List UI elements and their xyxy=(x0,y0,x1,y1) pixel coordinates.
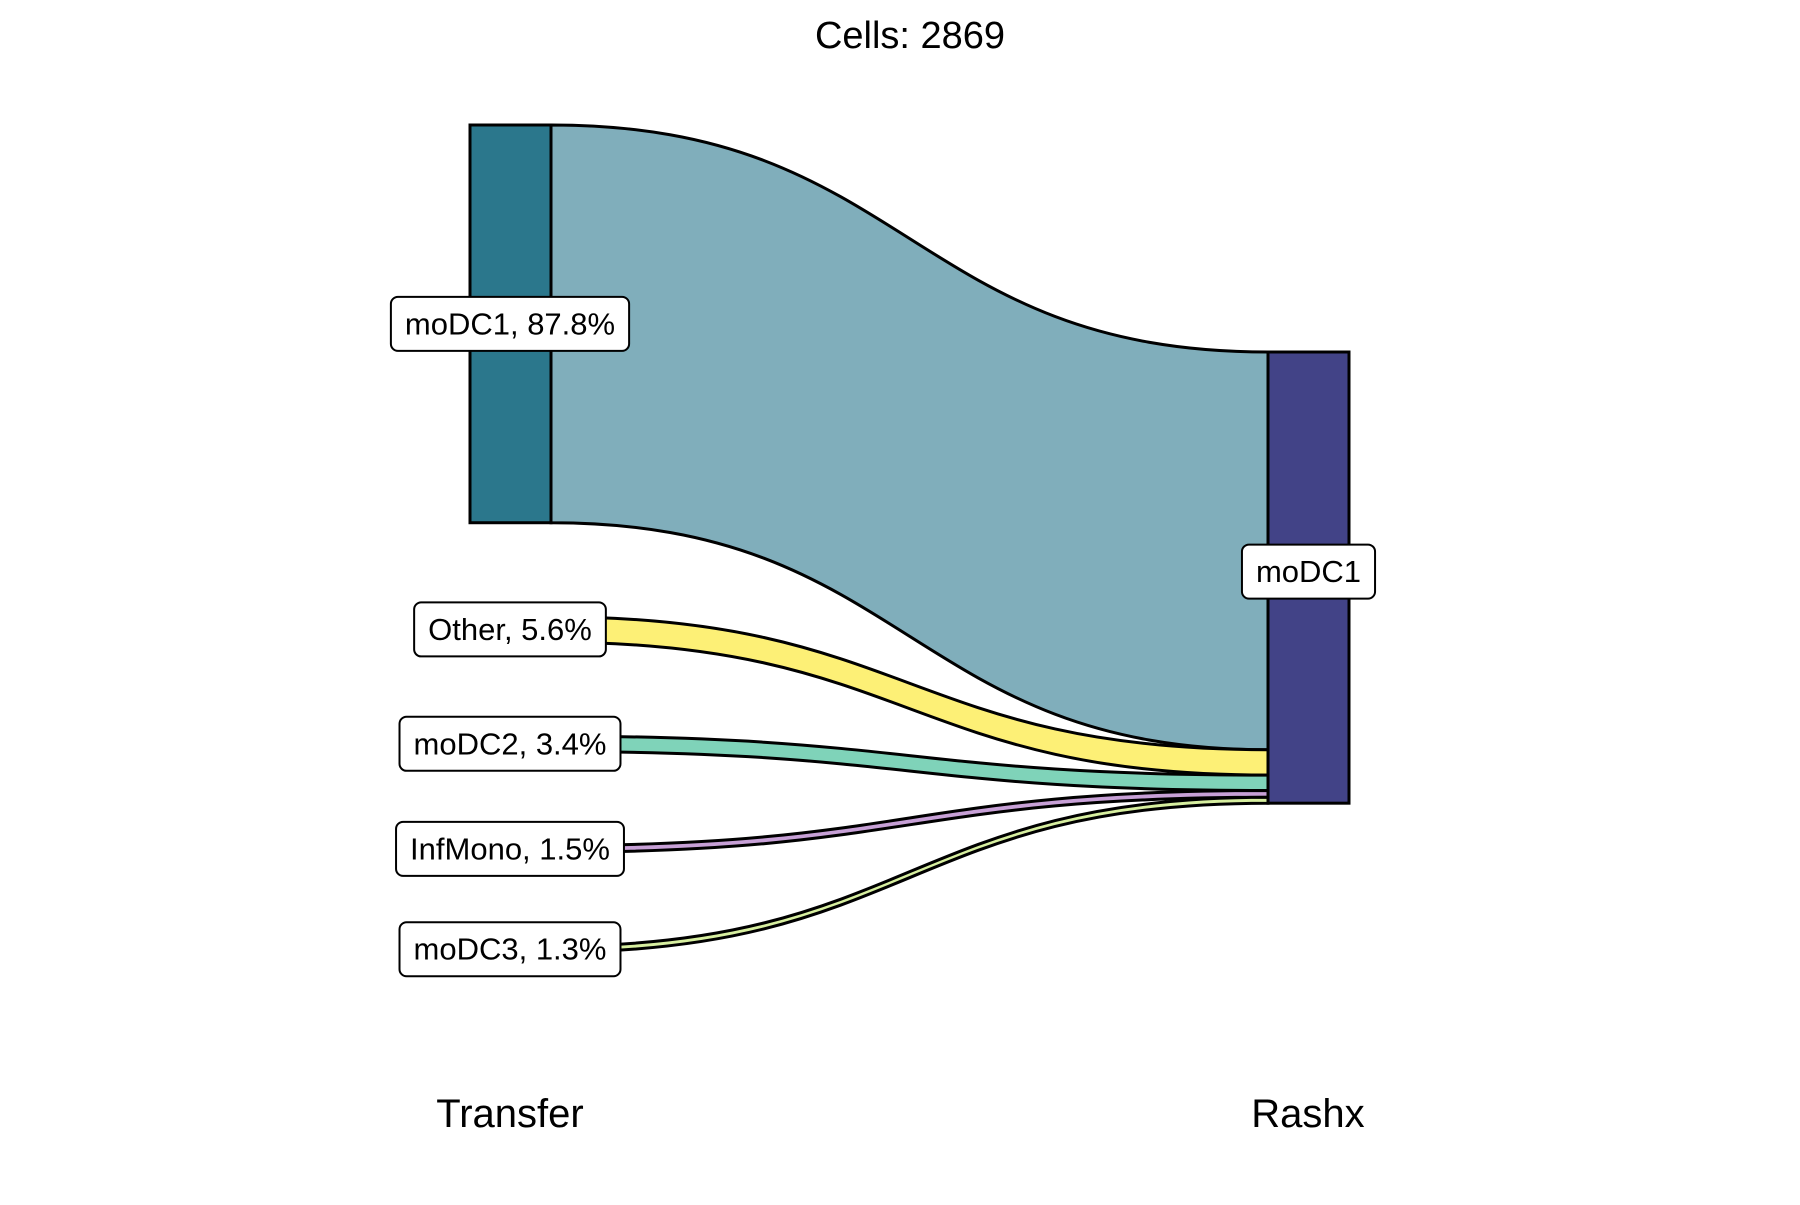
label-source-other-text: Other, 5.6% xyxy=(428,612,592,647)
label-source-modc2-box xyxy=(398,715,622,772)
label-source-modc1-box xyxy=(389,295,631,352)
label-source-modc1: moDC1, 87.8% xyxy=(389,295,631,352)
label-source-modc2-text: moDC2, 3.4% xyxy=(414,726,607,761)
flow-infmono-to-modc1 xyxy=(549,789,1270,854)
axis-label-transfer: Transfer xyxy=(436,1092,583,1136)
label-source-modc3-text: moDC3, 1.3% xyxy=(414,932,607,967)
label-source-modc1-text: moDC1, 87.8% xyxy=(405,306,615,341)
label-target-modc1-text: moDC1 xyxy=(1256,554,1361,589)
chart-title: Cells: 2869 xyxy=(815,15,1005,57)
label-source-infmono: InfMono, 1.5% xyxy=(395,820,625,877)
label-target-modc1-box xyxy=(1240,543,1377,600)
label-source-modc3-box xyxy=(398,921,622,978)
label-source-infmono-text: InfMono, 1.5% xyxy=(410,831,610,866)
label-source-modc2: moDC2, 3.4% xyxy=(398,715,622,772)
label-source-other-box xyxy=(413,601,607,658)
label-source-infmono-box xyxy=(395,820,625,877)
labels-layer: moDC1, 87.8% Other, 5.6% moDC2, 3.4% InfMon… xyxy=(389,295,1377,978)
label-source-other: Other, 5.6% xyxy=(413,601,607,658)
axis-label-rashx: Rashx xyxy=(1251,1092,1364,1136)
label-source-modc3: moDC3, 1.3% xyxy=(398,921,622,978)
label-target-modc1: moDC1 xyxy=(1240,543,1377,600)
flow-modc1-to-modc1 xyxy=(549,123,1270,752)
flows-layer xyxy=(549,123,1270,954)
